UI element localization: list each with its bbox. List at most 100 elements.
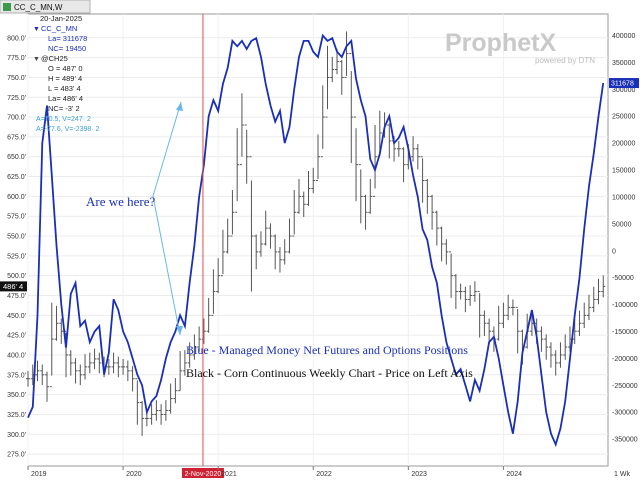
info-date: 20-Jan-2025 [40,14,82,23]
price-bar-92 [463,286,468,313]
price-bar-81 [411,136,416,162]
right-tick-label-15: -350000 [612,437,638,444]
tab-label: CC_C_MN,W [14,3,63,12]
price-bar-19 [116,356,121,378]
price-bar-13 [87,352,92,374]
price-bar-68 [349,53,354,164]
arrow-line-upper [152,101,182,197]
price-bar-4 [45,371,50,402]
info-high: H = 489' 4 [48,74,82,83]
right-axis: 400000 350000 300000 250000 200000 150000 1000… [612,33,638,444]
left-tick-label-20: 775.0' [7,55,26,62]
price-bar-15 [97,352,102,374]
right-tick-label-6: 100000 [612,194,635,201]
price-bar-94 [472,281,477,302]
price-bar-0 [26,370,30,387]
price-bar-51 [268,223,273,249]
right-tick-label-10: -100000 [612,302,638,309]
price-bar-76 [387,123,392,159]
legend-blue: Blue - Managed Money Net Futures and Opt… [186,343,468,357]
legend-black: Black - Corn Continuous Weekly Chart - P… [186,366,473,380]
cursor-b: A=-77.6, V=-2398· 2 [36,126,100,133]
price-bar-32 [178,351,183,392]
price-bar-121 [601,275,606,298]
price-bar-120 [596,278,601,305]
left-tick-label-4: 375.0' [7,372,26,379]
right-tick-label-12: -200000 [612,356,638,363]
series2-marker: ▼ [33,56,40,63]
price-bar-88 [444,239,449,265]
left-tick-label-0: 275.0' [7,452,26,459]
price-bar-95 [477,291,482,338]
price-bar-100 [501,302,506,329]
price-bar-29 [163,400,168,421]
price-bar-55 [287,218,292,254]
x-tick-label-0: 2019 [31,471,47,478]
price-bar-39 [211,269,216,316]
arrow-line-lower [152,195,181,336]
price-bar-41 [220,229,225,277]
price-bar-67 [344,31,349,78]
price-bar-28 [159,404,164,425]
price-bar-31 [173,377,178,404]
price-bar-90 [453,274,458,309]
price-bar-113 [563,334,568,360]
left-tick-label-11: 550.0' [7,234,26,241]
price-bar-47 [249,156,254,292]
price-bar-96 [482,310,487,336]
x-axis: 2019 2020 2-Nov-2020 2021 2022 2023 2024 [27,466,522,478]
price-bar-52 [273,234,278,270]
price-bar-99 [496,305,501,341]
price-bar-101 [506,294,511,321]
info-nc: NC= -3' 2 [48,104,80,113]
price-bar-66 [339,59,344,95]
managed-money-line [27,33,605,448]
price-bar-34 [187,342,192,368]
price-bar-48 [254,234,259,270]
price-bar-93 [468,285,473,306]
annotation-question: Are we here? [86,194,156,209]
price-bar-9 [68,350,73,376]
left-last-tag [0,281,27,292]
left-tick-label-1: 300.0' [7,432,26,439]
price-bar-89 [449,251,454,298]
price-bar-11 [78,364,83,386]
price-bar-44 [235,128,240,213]
price-bar-119 [591,286,596,313]
price-bar-58 [301,191,306,218]
series1-marker: ▼ [33,26,40,33]
series1-last: La= 311678 [48,34,87,43]
info-panel: 20-Jan-2025 ▼ CC_C_MN La= 311678 NC= 194… [33,14,100,133]
price-bar-3 [40,364,45,386]
price-bar-38 [206,297,211,333]
price-bar-110 [548,342,553,368]
price-bar-6 [54,305,59,341]
price-bar-30 [168,383,173,414]
watermark-brand: ProphetX [445,29,556,57]
price-bar-40 [216,258,221,294]
price-bar-61 [316,134,320,182]
left-tick-label-7: 450.0' [7,313,26,320]
right-tick-label-2: 300000 [612,87,635,94]
price-bar-26 [149,404,154,425]
x-tick-label-2: 2-Nov-2020 [185,471,222,478]
price-bar-102 [510,299,515,316]
x-tick-label-4: 2022 [316,471,332,478]
price-bar-49 [258,231,263,257]
left-last-value: 486' 4 [3,282,23,291]
price-bar-111 [553,350,558,376]
x-tick-label-5: 2023 [411,471,427,478]
right-tick-label-7: 50000 [612,221,632,228]
arrow-head-lower [176,326,183,335]
price-bar-64 [330,56,335,83]
price-bar-57 [296,178,301,214]
price-bar-91 [458,283,463,300]
left-tick-label-6: 425.0' [7,333,26,340]
left-tick-label-8: 475.0' [7,293,26,300]
window-tab[interactable] [0,0,91,14]
price-bar-116 [577,310,582,336]
price-bar-118 [586,294,591,321]
price-bar-5 [49,302,54,388]
info-last: La= 486' 4 [48,94,83,103]
